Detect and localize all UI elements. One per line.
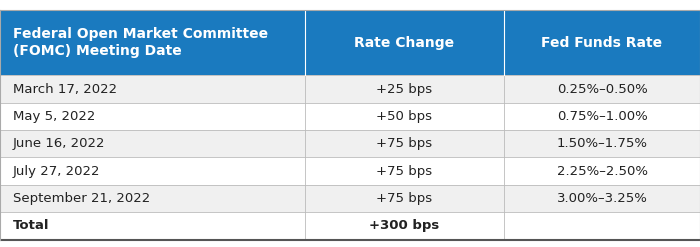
Bar (0, 75, 304, 103)
Bar (304, 75, 504, 103)
Text: June 16, 2022: June 16, 2022 (13, 137, 105, 150)
Bar (504, 103, 700, 130)
Bar (0, 212, 304, 240)
Text: 0.25%–0.50%: 0.25%–0.50% (556, 82, 648, 96)
Text: 0.75%–1.00%: 0.75%–1.00% (556, 110, 648, 123)
Text: Total: Total (13, 219, 49, 232)
Bar (0, 130, 304, 158)
Bar (504, 75, 700, 103)
Bar (304, 185, 504, 212)
Bar (504, 185, 700, 212)
Bar (504, 212, 700, 240)
Bar (0, 185, 304, 212)
Text: +25 bps: +25 bps (376, 82, 433, 96)
Text: September 21, 2022: September 21, 2022 (13, 192, 150, 205)
Text: March 17, 2022: March 17, 2022 (13, 82, 117, 96)
Text: May 5, 2022: May 5, 2022 (13, 110, 95, 123)
Bar (304, 130, 504, 158)
Bar (504, 158, 700, 185)
Text: +300 bps: +300 bps (369, 219, 440, 232)
Text: Fed Funds Rate: Fed Funds Rate (541, 36, 663, 50)
Text: 2.25%–2.50%: 2.25%–2.50% (556, 165, 648, 178)
Bar (504, 130, 700, 158)
Text: Rate Change: Rate Change (354, 36, 454, 50)
Text: +75 bps: +75 bps (376, 192, 433, 205)
Bar (304, 158, 504, 185)
Text: 1.50%–1.75%: 1.50%–1.75% (556, 137, 648, 150)
Text: +75 bps: +75 bps (376, 137, 433, 150)
Bar (304, 10, 504, 75)
Bar (304, 103, 504, 130)
Text: 3.00%–3.25%: 3.00%–3.25% (556, 192, 648, 205)
Text: +75 bps: +75 bps (376, 165, 433, 178)
Text: July 27, 2022: July 27, 2022 (13, 165, 100, 178)
Bar (0, 10, 304, 75)
Bar (304, 212, 504, 240)
Bar (504, 10, 700, 75)
Bar (0, 103, 304, 130)
Text: Federal Open Market Committee
(FOMC) Meeting Date: Federal Open Market Committee (FOMC) Mee… (13, 27, 267, 58)
Text: +50 bps: +50 bps (377, 110, 433, 123)
Bar (0, 158, 304, 185)
